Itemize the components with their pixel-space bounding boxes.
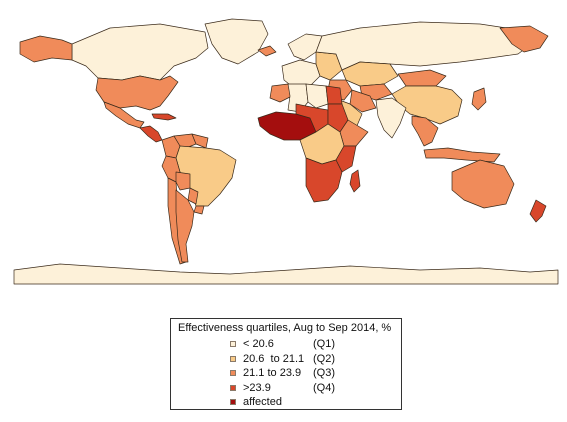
legend-item-label: >23.9 xyxy=(243,381,271,394)
world-map xyxy=(13,18,559,285)
legend-swatch xyxy=(230,399,236,405)
region-iran xyxy=(349,89,377,113)
region-kamchatka xyxy=(499,25,549,53)
legend-item-code: (Q1) xyxy=(313,338,335,350)
region-madagascar xyxy=(349,169,361,193)
region-japan xyxy=(471,87,487,111)
region-egypt xyxy=(325,85,343,105)
legend-item-label: < 20.6 xyxy=(243,338,274,350)
legend-swatch xyxy=(230,370,236,376)
legend-item-label: 20.6 to 21.1 xyxy=(243,352,305,365)
region-kazakhstan xyxy=(341,61,399,87)
region-antarctica xyxy=(13,263,559,285)
region-india xyxy=(375,97,407,139)
region-paraguay xyxy=(187,187,199,205)
region-bolivia xyxy=(175,171,191,191)
region-greenland xyxy=(204,18,269,65)
legend-title: Effectiveness quartiles, Aug to Sep 2014… xyxy=(178,322,392,334)
region-mongolia xyxy=(397,69,447,87)
region-morocco xyxy=(269,83,293,103)
region-uruguay xyxy=(193,205,205,215)
legend-item-label: 21.1 to 23.9 xyxy=(243,367,302,379)
region-argentina xyxy=(175,189,195,263)
region-libya xyxy=(305,83,329,109)
region-alaska xyxy=(19,35,73,63)
region-russia xyxy=(315,21,535,71)
region-western-europe xyxy=(281,59,321,89)
region-indonesia xyxy=(423,147,501,163)
region-iceland xyxy=(257,45,277,57)
region-southern-africa xyxy=(305,157,343,203)
region-china xyxy=(391,85,463,125)
legend: Effectiveness quartiles, Aug to Sep 2014… xyxy=(170,318,402,410)
legend-item-code: (Q3) xyxy=(313,367,335,379)
region-canada xyxy=(71,23,209,81)
legend-swatch xyxy=(230,384,236,391)
region-central-america xyxy=(139,125,163,143)
region-new-zealand xyxy=(529,199,547,223)
legend-item-code: (Q4) xyxy=(313,381,335,394)
region-australia xyxy=(451,159,515,209)
region-caribbean xyxy=(151,113,177,121)
world-map-svg xyxy=(13,18,559,285)
region-southeast-asia xyxy=(411,115,439,147)
legend-swatch xyxy=(230,355,236,362)
legend-item-code: (Q2) xyxy=(313,352,335,365)
region-venezuela xyxy=(173,133,197,149)
legend-item-label: affected xyxy=(243,396,282,408)
legend-swatch xyxy=(230,341,236,347)
region-mexico xyxy=(103,101,145,129)
